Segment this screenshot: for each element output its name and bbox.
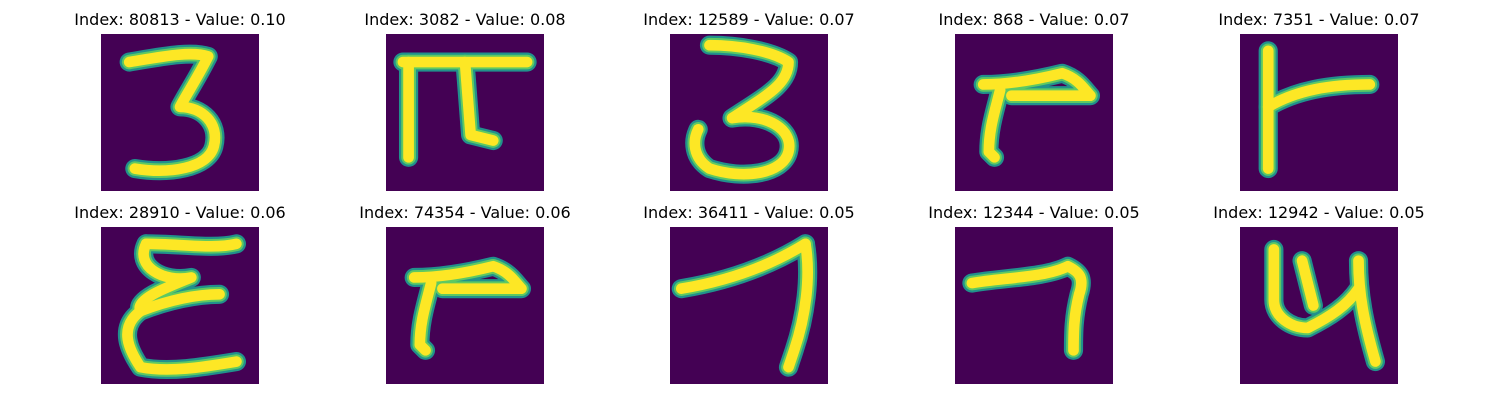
glyph-stroke-core (414, 277, 437, 356)
panel-title: Index: 80813 - Value: 0.10 (74, 10, 286, 29)
image-panel: Index: 3082 - Value: 0.08 (323, 0, 607, 191)
glyph-stroke-core (966, 260, 1087, 356)
handwritten-epsilon-image (101, 227, 259, 384)
image-panel: Index: 868 - Value: 0.07 (892, 0, 1176, 191)
image-panel: Index: 12589 - Value: 0.07 (607, 0, 891, 191)
glyph-stroke-core (459, 56, 499, 146)
image-panel: Index: 12942 - Value: 0.05 (1177, 193, 1461, 384)
panel-title: Index: 3082 - Value: 0.08 (364, 10, 566, 29)
image-panel: Index: 7351 - Value: 0.07 (1177, 0, 1461, 191)
panel-title: Index: 12942 - Value: 0.05 (1213, 203, 1425, 222)
handwritten-seven-curved-image (955, 227, 1113, 384)
panel-title: Index: 868 - Value: 0.07 (938, 10, 1130, 29)
panel-title: Index: 36411 - Value: 0.05 (643, 203, 855, 222)
image-panel: Index: 12344 - Value: 0.05 (892, 193, 1176, 384)
glyph-stroke-core (983, 84, 1006, 163)
handwritten-three-image (101, 34, 259, 191)
glyph-stroke-core (140, 238, 242, 252)
glyph-stroke-core (134, 238, 197, 317)
glyph-stroke-core (1296, 255, 1319, 311)
image-panel: Index: 80813 - Value: 0.10 (38, 0, 322, 191)
handwritten-u-shape-image (1240, 227, 1398, 384)
glyph-stroke-core (689, 39, 795, 180)
handwritten-r-vertical-image (1240, 34, 1398, 191)
image-panel: Index: 36411 - Value: 0.05 (607, 193, 891, 384)
glyph-stroke-core (123, 48, 221, 176)
panel-title: Index: 7351 - Value: 0.07 (1218, 10, 1420, 29)
image-panel: Index: 74354 - Value: 0.06 (323, 193, 607, 384)
handwritten-r-shape-image (955, 34, 1113, 191)
glyph-stroke-core (977, 67, 1096, 102)
panel-title: Index: 12589 - Value: 0.07 (643, 10, 855, 29)
handwritten-pi-image (386, 34, 544, 191)
panel-title: Index: 28910 - Value: 0.06 (74, 203, 286, 222)
image-background (955, 34, 1113, 191)
glyph-stroke-core (408, 260, 527, 295)
handwritten-three-round-image (670, 34, 828, 191)
glyph-stroke-core (135, 288, 225, 317)
glyph-stroke-core (783, 238, 814, 373)
handwritten-seven-image (670, 227, 828, 384)
image-panel: Index: 28910 - Value: 0.06 (38, 193, 322, 384)
glyph-stroke-core (1268, 244, 1364, 334)
glyph-stroke-core (122, 305, 242, 375)
image-background (386, 227, 544, 384)
image-background (955, 227, 1113, 384)
handwritten-r-shape-image (386, 227, 544, 384)
panel-title: Index: 12344 - Value: 0.05 (928, 203, 1140, 222)
glyph-stroke-core (1262, 79, 1376, 113)
panel-title: Index: 74354 - Value: 0.06 (359, 203, 571, 222)
glyph-stroke-core (675, 238, 811, 295)
glyph-stroke-core (1353, 255, 1381, 367)
